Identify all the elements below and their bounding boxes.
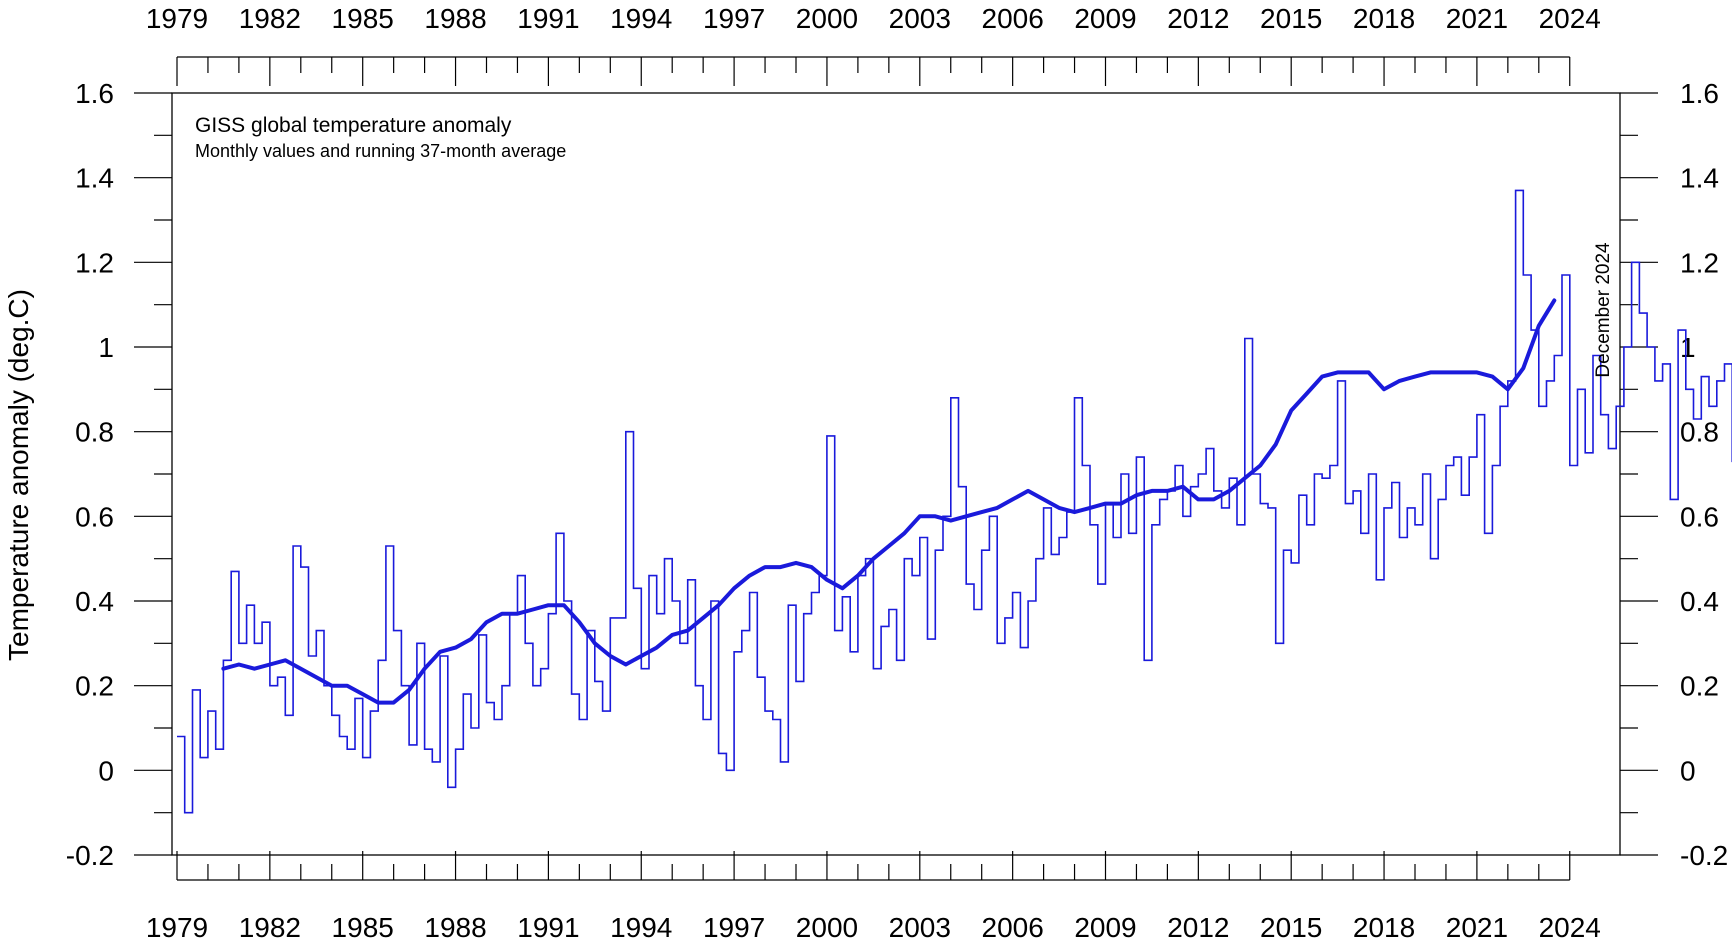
x-tick-label-bottom: 1988 <box>424 912 486 943</box>
y-tick-label-left: 0.8 <box>75 417 114 448</box>
x-tick-label-top: 1997 <box>703 3 765 34</box>
x-tick-label-bottom: 1982 <box>239 912 301 943</box>
y-tick-label-left: -0.2 <box>66 840 114 871</box>
y-tick-label-left: 1.4 <box>75 163 114 194</box>
y-tick-label-left: 1.6 <box>75 78 114 109</box>
y-tick-label-right: 0 <box>1680 755 1696 786</box>
x-tick-label-bottom: 2024 <box>1539 912 1601 943</box>
series-running-average <box>221 298 1557 705</box>
y-tick-label-right: 1.6 <box>1680 78 1719 109</box>
x-tick-label-top: 2012 <box>1167 3 1229 34</box>
y-tick-label-left: 1.2 <box>75 247 114 278</box>
x-tick-label-bottom: 2021 <box>1446 912 1508 943</box>
y-tick-label-right: -0.2 <box>1680 840 1728 871</box>
x-tick-label-bottom: 2003 <box>889 912 951 943</box>
x-tick-label-top: 2003 <box>889 3 951 34</box>
y-tick-label-right: 1.4 <box>1680 163 1719 194</box>
date-note: December 2024 <box>1593 242 1614 378</box>
y-tick-label-right: 0.4 <box>1680 586 1719 617</box>
x-tick-label-bottom: 1979 <box>146 912 208 943</box>
y-tick-label-right: 0.6 <box>1680 501 1719 532</box>
x-tick-label-top: 2006 <box>982 3 1044 34</box>
x-tick-label-top: 1991 <box>517 3 579 34</box>
x-tick-label-top: 2021 <box>1446 3 1508 34</box>
x-tick-label-top: 2000 <box>796 3 858 34</box>
chart-subtitle: Monthly values and running 37-month aver… <box>195 141 566 161</box>
y-tick-label-left: 0.4 <box>75 586 114 617</box>
x-tick-label-bottom: 1991 <box>517 912 579 943</box>
y-axis-label: Temperature anomaly (deg.C) <box>3 289 34 661</box>
x-tick-label-bottom: 2015 <box>1260 912 1322 943</box>
y-tick-label-left: 0.2 <box>75 671 114 702</box>
x-tick-label-top: 2024 <box>1539 3 1601 34</box>
x-tick-label-bottom: 2000 <box>796 912 858 943</box>
x-tick-label-bottom: 2018 <box>1353 912 1415 943</box>
y-tick-label-right: 1.2 <box>1680 247 1719 278</box>
chart-title: GISS global temperature anomaly <box>195 114 512 137</box>
y-tick-label-left: 0.6 <box>75 501 114 532</box>
x-tick-label-top: 1979 <box>146 3 208 34</box>
x-tick-label-bottom: 2006 <box>982 912 1044 943</box>
x-tick-label-top: 1988 <box>424 3 486 34</box>
x-tick-label-bottom: 1997 <box>703 912 765 943</box>
x-tick-label-bottom: 1994 <box>610 912 672 943</box>
x-tick-label-top: 1985 <box>332 3 394 34</box>
x-tick-label-top: 1982 <box>239 3 301 34</box>
x-tick-label-top: 2009 <box>1074 3 1136 34</box>
y-tick-label-right: 0.8 <box>1680 417 1719 448</box>
x-tick-label-top: 2018 <box>1353 3 1415 34</box>
plot-frame <box>171 92 1621 856</box>
y-tick-label-left: 1 <box>98 332 114 363</box>
x-tick-label-bottom: 2009 <box>1074 912 1136 943</box>
y-tick-label-right: 0.2 <box>1680 671 1719 702</box>
series-monthly-values <box>177 189 1732 814</box>
y-tick-label-left: 0 <box>98 755 114 786</box>
x-tick-label-top: 1994 <box>610 3 672 34</box>
x-tick-label-bottom: 1985 <box>332 912 394 943</box>
x-tick-label-bottom: 2012 <box>1167 912 1229 943</box>
x-tick-label-top: 2015 <box>1260 3 1322 34</box>
y-tick-label-right: 1 <box>1680 332 1696 363</box>
